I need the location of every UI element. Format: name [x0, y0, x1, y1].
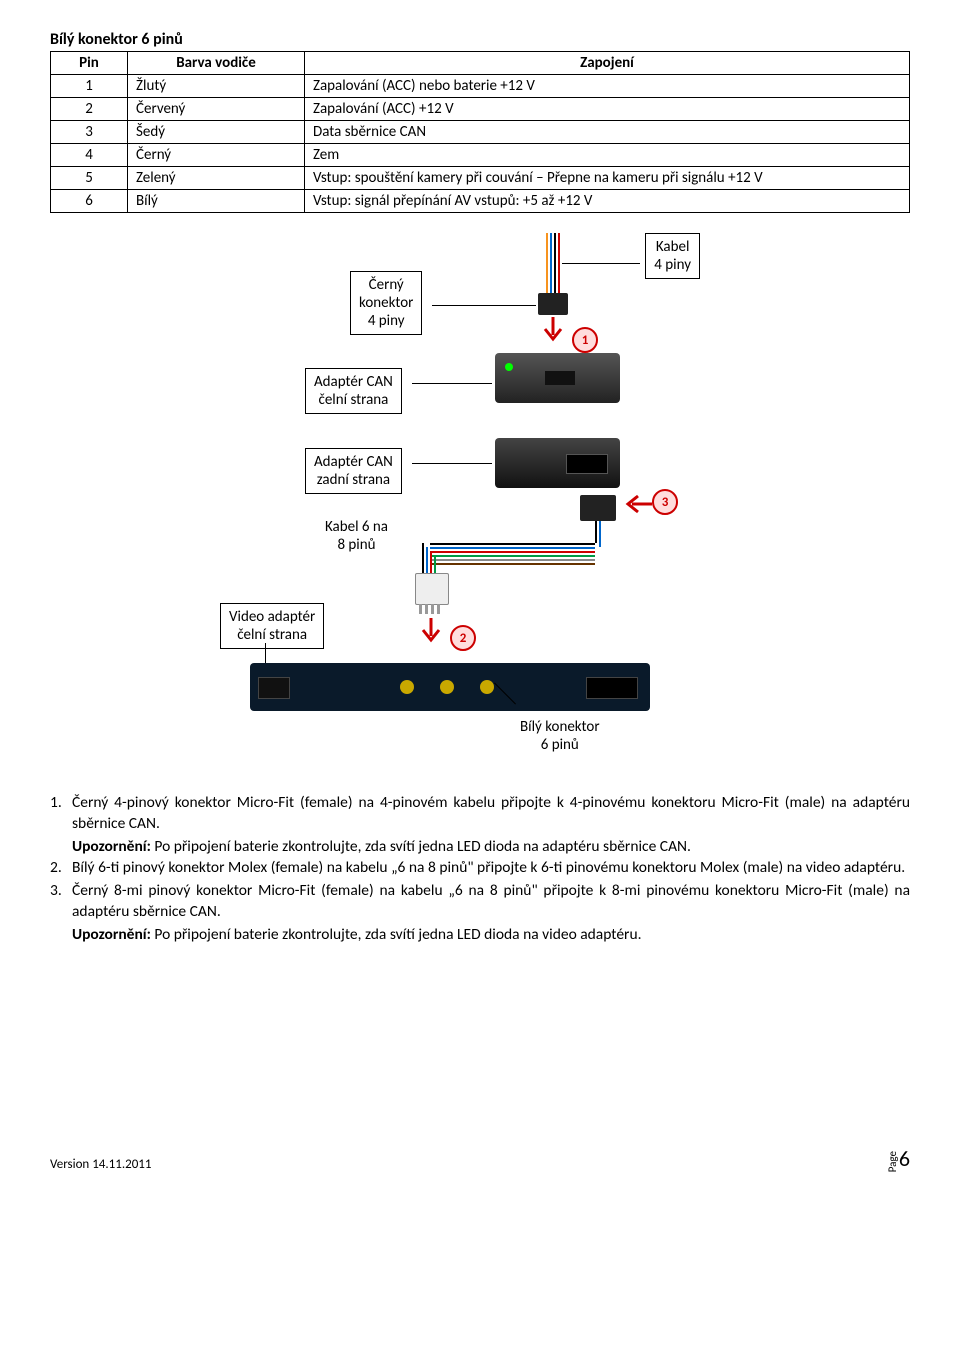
warning-1: Upozornění: Po připojení baterie zkontro… — [72, 837, 910, 858]
table-row: 5ZelenýVstup: spouštění kamery při couvá… — [51, 167, 910, 190]
wire — [422, 543, 424, 573]
table-row: 2ČervenýZapalování (ACC) +12 V — [51, 98, 910, 121]
table-cell: 2 — [51, 98, 128, 121]
wire — [430, 551, 595, 553]
wire — [430, 547, 595, 549]
version-text: Version 14.11.2011 — [50, 1157, 151, 1172]
leader-line — [562, 263, 640, 264]
wire — [430, 551, 432, 573]
th-zapojeni: Zapojení — [305, 52, 910, 75]
label-adapter-zadni: Adaptér CANzadní strana — [305, 448, 402, 494]
item-num: 1. — [50, 793, 72, 835]
label-bily-konektor: Bílý konektor6 pinů — [520, 718, 600, 754]
item-text: Černý 8-mi pinový konektor Micro-Fit (fe… — [72, 881, 910, 923]
warning-label: Upozornění: — [72, 925, 151, 944]
table-cell: Šedý — [128, 121, 305, 144]
table-row: 1ŽlutýZapalování (ACC) nebo baterie +12 … — [51, 75, 910, 98]
table-row: 6BílýVstup: signál přepínání AV vstupů: … — [51, 190, 910, 213]
wire — [430, 563, 595, 565]
wire — [550, 233, 552, 293]
table-cell: Vstup: signál přepínání AV vstupů: +5 až… — [305, 190, 910, 213]
warning-label: Upozornění: — [72, 837, 151, 856]
wire — [430, 555, 595, 557]
list-item: 3. Černý 8-mi pinový konektor Micro-Fit … — [50, 881, 910, 923]
warning-2: Upozornění: Po připojení baterie zkontro… — [72, 925, 910, 946]
adapter-can-front — [495, 353, 620, 403]
table-cell: 6 — [51, 190, 128, 213]
table-cell: Zapalování (ACC) +12 V — [305, 98, 910, 121]
label-adapter-celni: Adaptér CANčelní strana — [305, 368, 402, 414]
white-connector-6pin — [415, 573, 449, 605]
badge-2: 2 — [450, 625, 476, 651]
wire — [426, 547, 428, 573]
table-row: 4ČernýZem — [51, 144, 910, 167]
wire — [554, 233, 556, 293]
label-cerny-konektor: Černýkonektor4 piny — [350, 271, 422, 335]
list-item: 1. Černý 4-pinový konektor Micro-Fit (fe… — [50, 793, 910, 835]
table-cell: 1 — [51, 75, 128, 98]
table-cell: 5 — [51, 167, 128, 190]
arrow-down-icon — [540, 317, 566, 347]
th-barva: Barva vodiče — [128, 52, 305, 75]
black-connector-8pin — [580, 495, 616, 521]
item-text: Černý 4-pinový konektor Micro-Fit (femal… — [72, 793, 910, 835]
arrow-down-icon — [418, 618, 444, 648]
badge-1: 1 — [572, 327, 598, 353]
table-cell: Bílý — [128, 190, 305, 213]
label-video-celni: Video adaptérčelní strana — [220, 603, 324, 649]
item-num: 3. — [50, 881, 72, 923]
leader-line — [432, 305, 536, 306]
wire — [595, 521, 597, 543]
table-cell: Zem — [305, 144, 910, 167]
leader-line — [265, 643, 266, 663]
table-row: 3ŠedýData sběrnice CAN — [51, 121, 910, 144]
label-kabel-4piny: Kabel4 piny — [645, 233, 700, 279]
table-cell: Červený — [128, 98, 305, 121]
leader-line — [412, 463, 492, 464]
table-cell: Zelený — [128, 167, 305, 190]
black-connector-4pin — [538, 293, 568, 315]
item-num: 2. — [50, 858, 72, 879]
leader-line — [412, 383, 492, 384]
wiring-diagram: Kabel4 piny Černýkonektor4 piny 1 Adapté… — [200, 233, 760, 763]
table-cell: Data sběrnice CAN — [305, 121, 910, 144]
page-label: Page — [886, 1151, 899, 1172]
wire — [430, 543, 595, 545]
arrow-left-icon — [622, 491, 652, 517]
table-cell: 3 — [51, 121, 128, 144]
page-num-value: 6 — [899, 1145, 910, 1172]
list-item: 2. Bílý 6-ti pinový konektor Molex (fema… — [50, 858, 910, 879]
wire — [430, 559, 595, 561]
warning-text: Po připojení baterie zkontrolujte, zda s… — [151, 925, 642, 944]
section-title: Bílý konektor 6 pinů — [50, 30, 910, 49]
footer: Version 14.11.2011 Page6 — [50, 1145, 910, 1172]
wire — [546, 233, 548, 293]
wire — [558, 233, 560, 293]
pin-table: Pin Barva vodiče Zapojení 1ŽlutýZapalová… — [50, 51, 910, 213]
table-cell: Vstup: spouštění kamery při couvání – Př… — [305, 167, 910, 190]
adapter-can-back — [495, 438, 620, 488]
video-adapter — [250, 663, 650, 711]
wire — [434, 555, 436, 573]
page-number: Page6 — [886, 1145, 910, 1172]
item-text: Bílý 6-ti pinový konektor Molex (female)… — [72, 858, 910, 879]
table-cell: Černý — [128, 144, 305, 167]
pin-table-body: 1ŽlutýZapalování (ACC) nebo baterie +12 … — [51, 75, 910, 213]
table-cell: Žlutý — [128, 75, 305, 98]
wire — [599, 521, 601, 547]
table-cell: Zapalování (ACC) nebo baterie +12 V — [305, 75, 910, 98]
badge-3: 3 — [652, 489, 678, 515]
label-kabel-6na8: Kabel 6 na8 pinů — [325, 518, 388, 554]
table-cell: 4 — [51, 144, 128, 167]
warning-text: Po připojení baterie zkontrolujte, zda s… — [151, 837, 691, 856]
instruction-list: 1. Černý 4-pinový konektor Micro-Fit (fe… — [50, 793, 910, 945]
th-pin: Pin — [51, 52, 128, 75]
